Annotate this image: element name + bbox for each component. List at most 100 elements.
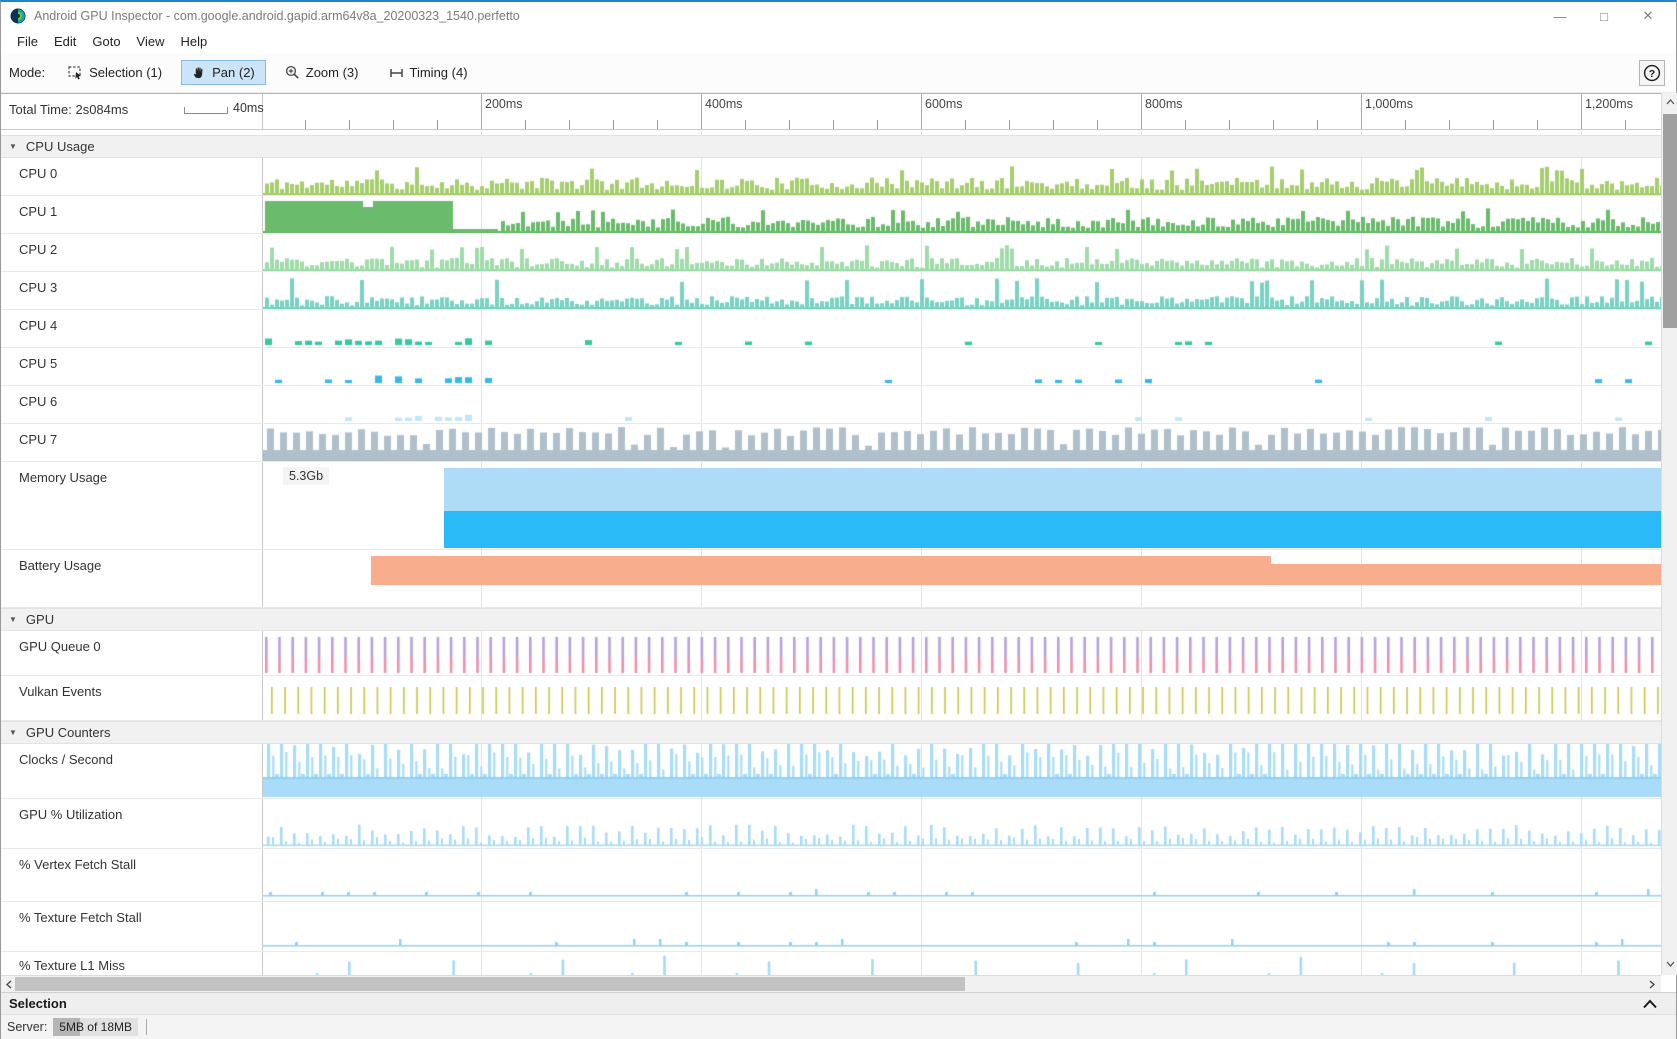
battery-usage-chart[interactable] [263,550,1661,607]
zoom-mode-button[interactable]: Zoom (3) [274,60,370,85]
ruler-minor-tick [1537,120,1538,129]
cpu0-usage-chart[interactable] [263,158,1661,195]
app-window: Android GPU Inspector - com.google.andro… [0,0,1677,1039]
cpu4-usage-chart[interactable] [263,310,1661,347]
gpu-utilization-chart[interactable] [263,799,1661,848]
vertex-fetch-stall-chart[interactable] [263,849,1661,901]
horizontal-scroll-thumb[interactable] [15,977,965,991]
track-label-gpu-queue0: GPU Queue 0 [1,631,263,675]
close-button[interactable]: ✕ [1626,2,1670,30]
section-header-cpu-usage[interactable]: ▼ CPU Usage [1,135,1661,158]
track-label-cpu4: CPU 4 [1,310,263,347]
memory-bar-dark[interactable] [444,511,1661,548]
app-logo-icon [10,8,26,24]
track-label-cpu7: CPU 7 [1,424,263,461]
track-label-cpu2: CPU 2 [1,234,263,271]
scroll-up-arrow-icon[interactable] [1662,95,1677,109]
ruler-timeline[interactable]: 200ms400ms600ms800ms1,000ms1,200ms [263,94,1661,129]
menu-view[interactable]: View [129,32,173,51]
cpu2-usage-chart[interactable] [263,234,1661,271]
status-separator [146,1019,147,1035]
ruler-major-tick [1141,94,1142,129]
texture-l1-miss-chart[interactable] [263,952,1661,975]
cpu7-usage-chart[interactable] [263,424,1661,461]
timing-mode-label: Timing (4) [410,65,468,80]
server-memory-progress: 5MB of 18MB [53,1018,138,1036]
window-title: Android GPU Inspector - com.google.andro… [34,9,520,23]
selection-mode-button[interactable]: Selection (1) [57,60,173,85]
track-row-memory: Memory Usage 5.3Gb [1,462,1661,550]
track-row-cpu2: CPU 2 [1,234,1661,272]
track-label-texture-l1-miss: % Texture L1 Miss [1,952,263,975]
maximize-button[interactable]: □ [1582,2,1626,30]
section-header-gpu[interactable]: ▼ GPU [1,608,1661,631]
track-row-cpu1: CPU 1 [1,196,1661,234]
scroll-down-arrow-icon[interactable] [1662,957,1677,971]
ruler-major-tick [481,94,482,129]
cpu5-usage-chart[interactable] [263,348,1661,385]
track-row-cpu6: CPU 6 [1,386,1661,424]
track-label-texture-fetch-stall: % Texture Fetch Stall [1,902,263,951]
selection-mode-label: Selection (1) [89,65,162,80]
menu-goto[interactable]: Goto [84,32,128,51]
memory-bar-light[interactable] [444,468,1661,511]
track-row-texture-l1-miss: % Texture L1 Miss [1,952,1661,975]
title-bar: Android GPU Inspector - com.google.andro… [1,2,1676,30]
collapse-arrow-icon: ▼ [9,728,17,737]
ruler-minor-tick [1229,120,1230,129]
ruler-minor-tick [569,120,570,129]
ruler-major-tick [1581,94,1582,129]
ruler-tick-label: 1,200ms [1585,97,1633,111]
battery-bar-segment[interactable] [1271,564,1661,585]
ruler-minor-tick [437,120,438,129]
track-label-clocks: Clocks / Second [1,744,263,798]
cpu1-usage-chart[interactable] [263,196,1661,233]
ruler-minor-tick [833,120,834,129]
track-label-memory: Memory Usage [1,462,263,549]
scroll-right-arrow-icon[interactable] [1645,976,1658,992]
cpu6-usage-chart[interactable] [263,386,1661,423]
section-label-cpu-usage: CPU Usage [26,139,95,154]
section-header-gpu-counters[interactable]: ▼ GPU Counters [1,721,1661,744]
help-icon: ? [1643,64,1661,82]
expand-panel-chevron-icon[interactable] [1642,997,1658,1012]
timing-mode-button[interactable]: Timing (4) [378,60,479,85]
gpu-queue0-chart[interactable] [263,631,1661,675]
pan-mode-button[interactable]: Pan (2) [181,60,266,85]
ruler-major-tick [1361,94,1362,129]
memory-usage-chart[interactable]: 5.3Gb [263,462,1661,549]
texture-fetch-stall-chart[interactable] [263,902,1661,951]
horizontal-scrollbar[interactable] [1,975,1661,992]
cpu3-usage-chart[interactable] [263,272,1661,309]
server-memory-text: 5MB of 18MB [59,1020,132,1034]
ruler-minor-tick [1185,120,1186,129]
svg-text:?: ? [1649,68,1655,80]
section-label-gpu: GPU [26,612,54,627]
scroll-left-arrow-icon[interactable] [2,976,15,992]
collapse-arrow-icon: ▼ [9,142,17,151]
clocks-per-second-chart[interactable] [263,744,1661,798]
ruler-tick-label: 200ms [485,97,523,111]
selection-panel-title: Selection [9,996,67,1011]
menu-edit[interactable]: Edit [46,32,84,51]
mode-label: Mode: [9,65,45,80]
vulkan-events-chart[interactable] [263,676,1661,720]
ruler-minor-tick [1273,120,1274,129]
ruler-tick-label: 1,000ms [1365,97,1413,111]
help-button[interactable]: ? [1639,60,1665,86]
ruler-minor-tick [393,120,394,129]
minimize-button[interactable]: — [1538,2,1582,30]
time-ruler[interactable]: Total Time: 2s084ms 40ms 200ms400ms600ms… [1,93,1661,130]
collapse-arrow-icon: ▼ [9,615,17,624]
vertical-scrollbar[interactable] [1661,93,1677,975]
track-row-cpu5: CPU 5 [1,348,1661,386]
menu-help[interactable]: Help [173,32,216,51]
timing-icon [389,66,404,80]
vertical-scroll-thumb[interactable] [1663,114,1677,328]
track-label-battery: Battery Usage [1,550,263,607]
selection-panel-header[interactable]: Selection [1,992,1676,1015]
scale-bracket [184,107,228,114]
track-label-cpu1: CPU 1 [1,196,263,233]
menu-file[interactable]: File [9,32,46,51]
battery-bar-segment[interactable] [371,556,1271,585]
